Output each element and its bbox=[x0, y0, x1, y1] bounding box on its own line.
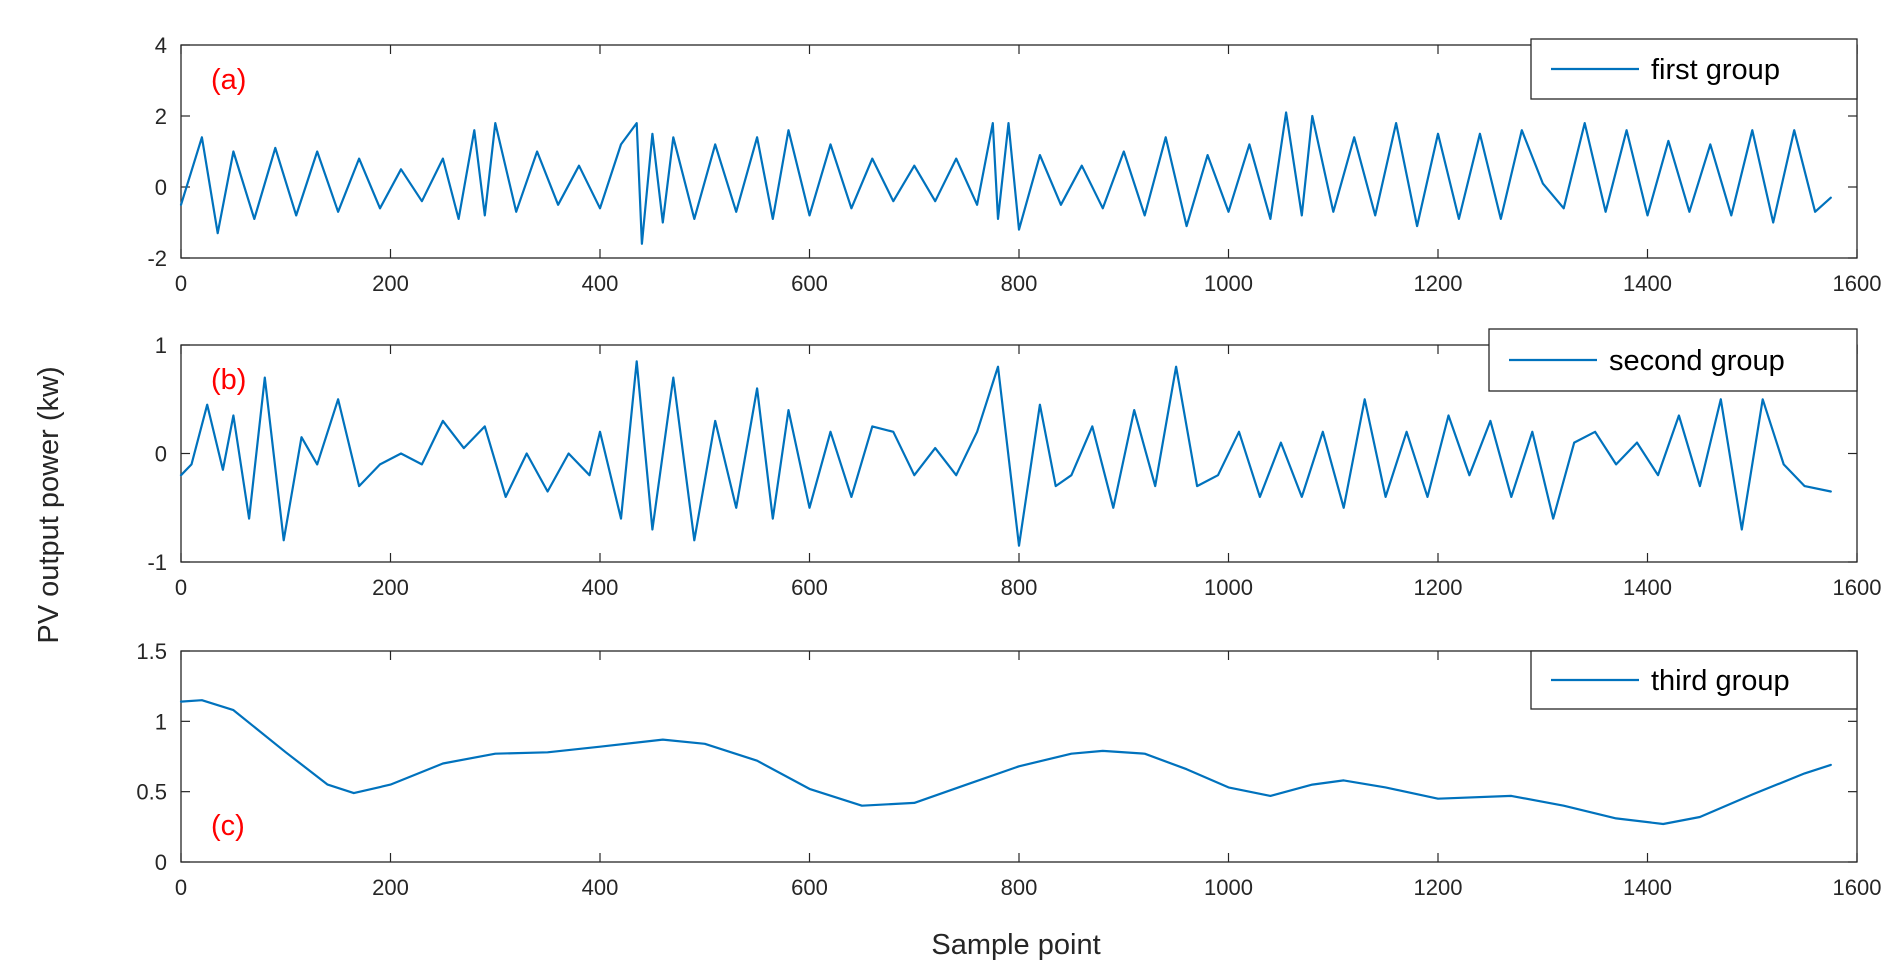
y-tick-label: -1 bbox=[147, 550, 167, 575]
legend-label: second group bbox=[1609, 345, 1785, 377]
y-tick-label: 4 bbox=[155, 33, 167, 58]
x-tick-label: 1000 bbox=[1204, 875, 1253, 900]
y-tick-label: 0 bbox=[155, 175, 167, 200]
y-tick-label: 0.5 bbox=[136, 780, 167, 805]
x-tick-label: 1600 bbox=[1833, 271, 1882, 296]
x-tick-label: 1200 bbox=[1414, 875, 1463, 900]
legend-c: third group bbox=[1530, 650, 1858, 710]
panel-a: 0 200 400 600 800 1000 1200 1400 1600 -2 0 2 4 (a) fir… bbox=[147, 33, 1881, 296]
x-tick-label: 1000 bbox=[1204, 271, 1253, 296]
series-line-c bbox=[179, 699, 1832, 826]
x-tick-label: 1000 bbox=[1204, 575, 1253, 600]
panel-c: 0 200 400 600 800 1000 1200 1400 1600 0 0.5 1 1.5 (c)… bbox=[136, 639, 1881, 900]
x-tick-label: 1600 bbox=[1833, 875, 1882, 900]
x-tick-label: 600 bbox=[791, 875, 828, 900]
x-tick-label: 1200 bbox=[1414, 575, 1463, 600]
x-tick-label: 1400 bbox=[1623, 575, 1672, 600]
y-axis-title: PV output power (kw) bbox=[33, 366, 65, 643]
x-tick-label: 800 bbox=[1001, 271, 1038, 296]
panel-label-c: (c) bbox=[211, 810, 245, 842]
y-tick-label: 0 bbox=[155, 850, 167, 875]
x-tick-label: 800 bbox=[1001, 875, 1038, 900]
y-tick-label: -2 bbox=[147, 246, 167, 271]
x-tick-label: 0 bbox=[175, 575, 187, 600]
x-tick-label: 400 bbox=[582, 875, 619, 900]
x-tick-label: 200 bbox=[372, 875, 409, 900]
legend-label: third group bbox=[1651, 665, 1790, 697]
y-tick-label: 1.5 bbox=[136, 639, 167, 664]
series-line-a bbox=[179, 111, 1832, 245]
panel-b: 0 200 400 600 800 1000 1200 1400 1600 -1 0 1 (b) seco… bbox=[147, 328, 1882, 600]
x-tick-label: 0 bbox=[175, 271, 187, 296]
x-tick-label: 400 bbox=[582, 271, 619, 296]
legend-a: first group bbox=[1530, 38, 1858, 100]
x-tick-label: 1200 bbox=[1414, 271, 1463, 296]
y-tick-label: 0 bbox=[155, 442, 167, 467]
panel-label-a: (a) bbox=[211, 64, 246, 96]
x-tick-label: 200 bbox=[372, 271, 409, 296]
x-tick-label: 600 bbox=[791, 271, 828, 296]
y-tick-label: 1 bbox=[155, 709, 167, 734]
x-axis-title: Sample point bbox=[931, 929, 1100, 961]
y-tick-label: 1 bbox=[155, 333, 167, 358]
series-line-b bbox=[179, 360, 1832, 547]
x-tick-label: 1400 bbox=[1623, 875, 1672, 900]
x-tick-label: 600 bbox=[791, 575, 828, 600]
x-tick-label: 200 bbox=[372, 575, 409, 600]
x-tick-label: 800 bbox=[1001, 575, 1038, 600]
x-tick-label: 1600 bbox=[1833, 575, 1882, 600]
x-tick-label: 1400 bbox=[1623, 271, 1672, 296]
y-tick-label: 2 bbox=[155, 104, 167, 129]
x-tick-label: 0 bbox=[175, 875, 187, 900]
legend-label: first group bbox=[1651, 54, 1780, 86]
legend-b: second group bbox=[1488, 328, 1858, 392]
x-tick-label: 400 bbox=[582, 575, 619, 600]
panel-label-b: (b) bbox=[211, 364, 246, 396]
